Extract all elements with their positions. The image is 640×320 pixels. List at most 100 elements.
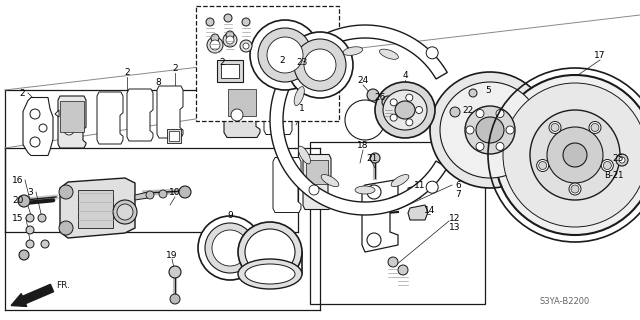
Polygon shape	[157, 86, 183, 138]
Circle shape	[210, 40, 220, 50]
Ellipse shape	[563, 143, 587, 167]
Ellipse shape	[205, 223, 255, 273]
Circle shape	[226, 36, 234, 44]
Bar	[310, 142, 485, 304]
Ellipse shape	[495, 75, 640, 235]
Ellipse shape	[465, 106, 515, 154]
Circle shape	[476, 109, 484, 117]
Circle shape	[367, 89, 379, 101]
Text: 3: 3	[27, 188, 33, 196]
Text: 24: 24	[357, 76, 369, 84]
Ellipse shape	[391, 174, 409, 187]
Ellipse shape	[238, 222, 302, 282]
Circle shape	[18, 195, 30, 207]
Text: 26: 26	[374, 92, 386, 101]
Circle shape	[415, 107, 422, 114]
Text: 16: 16	[12, 175, 24, 185]
Polygon shape	[127, 89, 153, 141]
Text: S3YA-B2200: S3YA-B2200	[540, 298, 590, 307]
Circle shape	[426, 181, 438, 193]
Text: 17: 17	[595, 51, 605, 60]
Ellipse shape	[212, 230, 248, 266]
Text: 10: 10	[169, 188, 180, 196]
Polygon shape	[97, 92, 123, 144]
Circle shape	[539, 162, 547, 170]
Circle shape	[243, 43, 249, 49]
Ellipse shape	[312, 59, 328, 74]
Ellipse shape	[343, 47, 363, 55]
Circle shape	[496, 109, 504, 117]
Circle shape	[406, 94, 413, 101]
Circle shape	[602, 159, 613, 172]
Text: 21: 21	[366, 154, 378, 163]
Polygon shape	[60, 178, 135, 238]
Circle shape	[113, 200, 137, 224]
Circle shape	[382, 96, 394, 108]
Text: 5: 5	[485, 85, 491, 94]
Polygon shape	[408, 205, 428, 220]
Ellipse shape	[380, 49, 399, 59]
Circle shape	[117, 204, 133, 220]
Circle shape	[450, 107, 460, 117]
Circle shape	[64, 125, 74, 135]
Text: 22: 22	[462, 106, 474, 115]
Ellipse shape	[298, 146, 310, 164]
Text: 12: 12	[449, 213, 461, 222]
FancyArrow shape	[11, 284, 54, 307]
Circle shape	[26, 226, 34, 234]
Ellipse shape	[267, 37, 303, 73]
Circle shape	[207, 37, 223, 53]
Bar	[167, 129, 181, 143]
Circle shape	[476, 142, 484, 150]
Circle shape	[38, 214, 46, 222]
Circle shape	[169, 266, 181, 278]
Polygon shape	[55, 110, 59, 117]
Ellipse shape	[355, 186, 375, 194]
Circle shape	[19, 250, 29, 260]
Ellipse shape	[530, 110, 620, 200]
Circle shape	[30, 109, 40, 119]
Circle shape	[226, 31, 234, 39]
Circle shape	[224, 14, 232, 22]
Circle shape	[390, 99, 397, 106]
Text: 2: 2	[124, 68, 130, 76]
Ellipse shape	[238, 259, 302, 289]
Text: 20: 20	[12, 196, 24, 204]
Circle shape	[469, 89, 477, 97]
Circle shape	[39, 124, 47, 132]
Circle shape	[551, 124, 559, 132]
Text: 8: 8	[155, 77, 161, 86]
Text: 6: 6	[455, 180, 461, 189]
Bar	[228, 89, 256, 116]
Circle shape	[26, 240, 34, 248]
Ellipse shape	[250, 20, 320, 90]
Ellipse shape	[304, 49, 336, 81]
Polygon shape	[408, 185, 425, 198]
Ellipse shape	[345, 100, 385, 140]
Circle shape	[390, 114, 397, 121]
Bar	[78, 190, 113, 228]
Circle shape	[496, 142, 504, 150]
Circle shape	[537, 159, 548, 172]
Text: 2: 2	[219, 58, 225, 67]
Ellipse shape	[294, 39, 346, 91]
Circle shape	[309, 185, 319, 195]
Polygon shape	[270, 25, 447, 215]
Bar	[217, 60, 243, 82]
Text: 2: 2	[279, 55, 285, 65]
Circle shape	[506, 126, 514, 134]
Circle shape	[146, 191, 154, 199]
Text: 14: 14	[424, 205, 436, 214]
Bar	[169, 131, 179, 141]
Text: 1: 1	[299, 103, 305, 113]
Ellipse shape	[383, 90, 427, 130]
Circle shape	[549, 122, 561, 133]
Polygon shape	[362, 180, 398, 252]
Ellipse shape	[430, 72, 550, 188]
Bar	[60, 101, 84, 132]
Circle shape	[170, 294, 180, 304]
Circle shape	[367, 233, 381, 247]
Circle shape	[240, 40, 252, 52]
Text: FR.: FR.	[56, 281, 70, 290]
Ellipse shape	[258, 28, 312, 82]
